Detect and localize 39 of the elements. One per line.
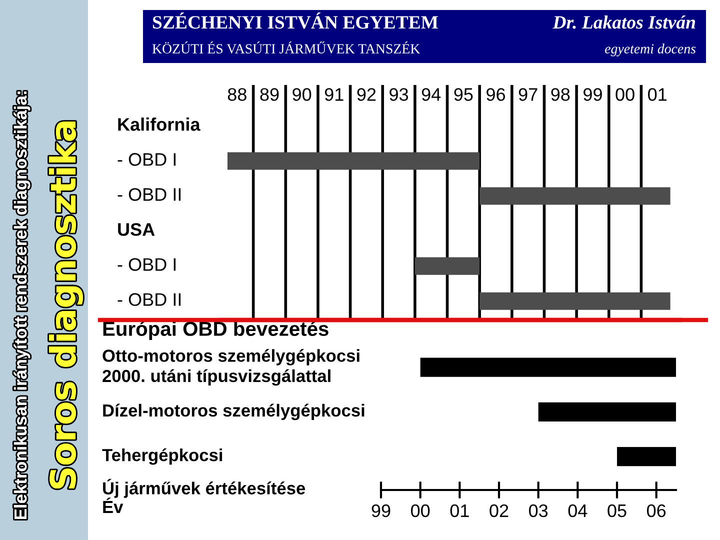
x-tick-label: 00 xyxy=(616,88,634,101)
x-tick-label: 03 xyxy=(529,504,548,518)
y-tick-label: - OBD II xyxy=(118,188,181,201)
text: SZÉCHENYI ISTVÁN EGYETEM xyxy=(153,12,438,29)
y-tick-label: Kalifornia xyxy=(118,118,200,131)
x-tick-label: 00 xyxy=(411,504,430,518)
y-tick-label: Otto-motoros személygépkocsi 2000. utáni típusvizsgálattal xyxy=(102,348,360,386)
x-tick-label: 99 xyxy=(372,504,390,518)
text: Európai OBD bevezetés xyxy=(103,321,328,340)
x-tick-label: 06 xyxy=(647,504,666,518)
y-tick-label: USA xyxy=(118,223,155,236)
x-tick-label: 95 xyxy=(454,88,473,101)
text: Elektronikusan irányított rendszerek diagnosztikája: xyxy=(14,92,30,519)
text: egyetemi docens xyxy=(605,44,696,56)
x-tick-label: 93 xyxy=(390,88,408,101)
y-tick-label: Tehergépkocsi xyxy=(102,448,222,465)
x-tick-label: 01 xyxy=(648,88,667,101)
x-tick-label: 96 xyxy=(486,88,505,101)
x-tick-label: 91 xyxy=(324,88,344,101)
y-tick-label: Dízel-motoros személygépkocsi xyxy=(103,404,364,420)
x-axis-title: Új járművek értékesítése Év xyxy=(103,478,306,513)
x-tick-label: 88 xyxy=(228,88,246,101)
x-tick-label: 05 xyxy=(608,504,626,518)
x-tick-label: 04 xyxy=(568,504,588,518)
y-tick-label: - OBD I xyxy=(118,153,176,166)
x-tick-label: 94 xyxy=(422,88,441,101)
x-tick-label: 89 xyxy=(260,88,279,101)
x-tick-label: 98 xyxy=(551,88,570,101)
x-tick-label: 02 xyxy=(490,504,508,518)
x-tick-label: 92 xyxy=(357,88,376,101)
text: Dr. Lakatos István xyxy=(552,15,696,29)
x-tick-label: 01 xyxy=(450,504,469,518)
text: Soros diagnosztika xyxy=(49,122,83,489)
x-tick-label: 99 xyxy=(584,88,602,101)
y-tick-label: - OBD II xyxy=(118,293,181,306)
y-tick-label: - OBD I xyxy=(118,258,176,271)
x-tick-label: 97 xyxy=(518,88,538,101)
text: KÖZÚTI ÉS VASÚTI JÁRMŰVEK TANSZÉK xyxy=(152,41,420,54)
x-tick-label: 90 xyxy=(292,88,312,101)
